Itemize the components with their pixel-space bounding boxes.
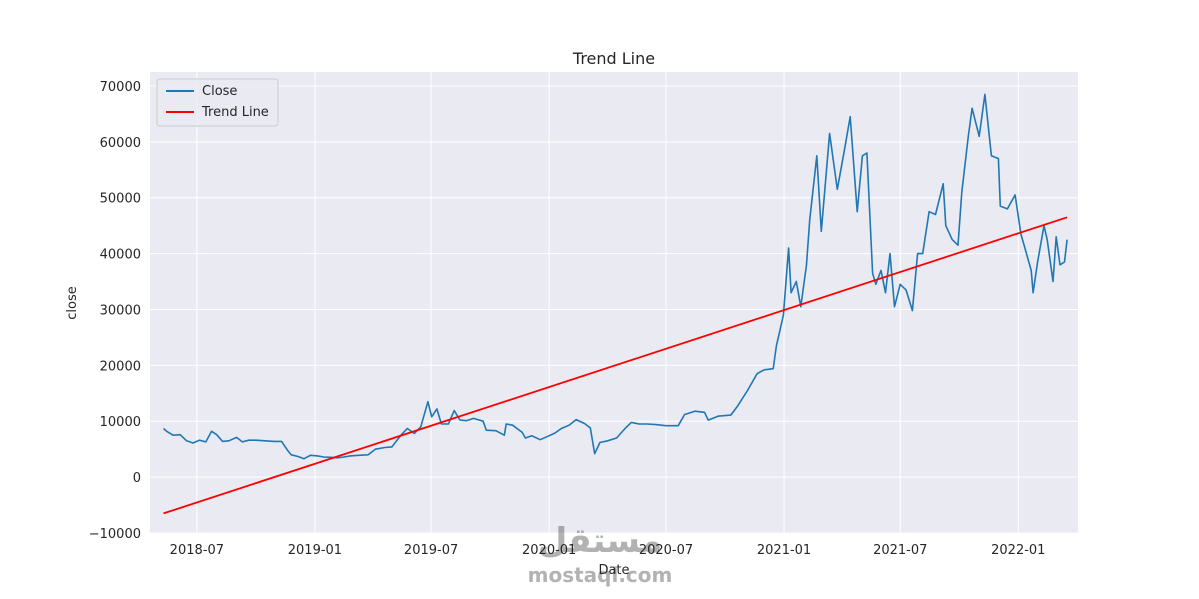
watermark: مستقل mostaql.com: [528, 521, 673, 587]
legend: Close Trend Line: [156, 78, 279, 127]
grid-lines: [150, 72, 1078, 534]
x-tick-label: 2021-07: [873, 543, 927, 558]
y-tick-labels: −10000 0 10000 20000 30000 40000 50000 60000 700…: [89, 80, 141, 542]
x-tick-label: 2018-07: [170, 543, 224, 558]
watermark-arabic: مستقل: [538, 521, 662, 561]
y-tick-label: 50000: [100, 192, 141, 207]
x-tick-labels: 2018-07 2019-01 2019-07 2020-01 2020-07 2021-…: [170, 543, 1046, 558]
y-tick-label: −10000: [89, 527, 141, 542]
y-tick-label: 60000: [100, 136, 141, 151]
x-tick-label: 2019-01: [288, 543, 342, 558]
legend-label-trend-line: Trend Line: [201, 105, 269, 120]
y-tick-label: 70000: [100, 80, 141, 95]
chart-title: Trend Line: [572, 49, 655, 68]
x-axis-label: Date: [598, 563, 629, 578]
y-tick-label: 30000: [100, 303, 141, 318]
series-layer: [162, 93, 1068, 515]
series-trend-line-line: [163, 216, 1068, 515]
plot-background: [150, 72, 1078, 533]
series-close-line: [162, 93, 1068, 460]
x-tick-label: 2021-01: [757, 543, 811, 558]
y-tick-label: 20000: [100, 359, 141, 374]
watermark-latin: mostaql.com: [528, 563, 673, 587]
x-tick-label: 2022-01: [991, 543, 1045, 558]
x-tick-label: 2019-07: [404, 543, 458, 558]
x-tick-label: 2020-07: [639, 543, 693, 558]
y-tick-label: 0: [133, 471, 141, 486]
x-tick-label: 2020-01: [522, 543, 576, 558]
y-axis-label: close: [65, 286, 80, 319]
legend-label-close: Close: [202, 84, 237, 99]
y-tick-label: 10000: [100, 415, 141, 430]
y-tick-label: 40000: [100, 248, 141, 263]
